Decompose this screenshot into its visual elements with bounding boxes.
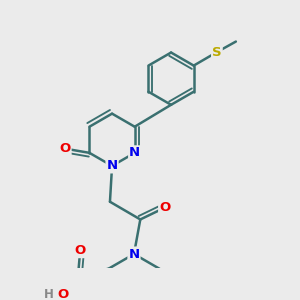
Text: O: O [59,142,70,155]
Text: O: O [159,201,170,214]
Text: N: N [128,248,140,260]
Text: O: O [75,244,86,257]
Text: H: H [44,288,53,300]
Text: O: O [58,288,69,300]
Text: N: N [106,159,118,172]
Text: S: S [212,46,222,59]
Text: N: N [129,146,140,159]
